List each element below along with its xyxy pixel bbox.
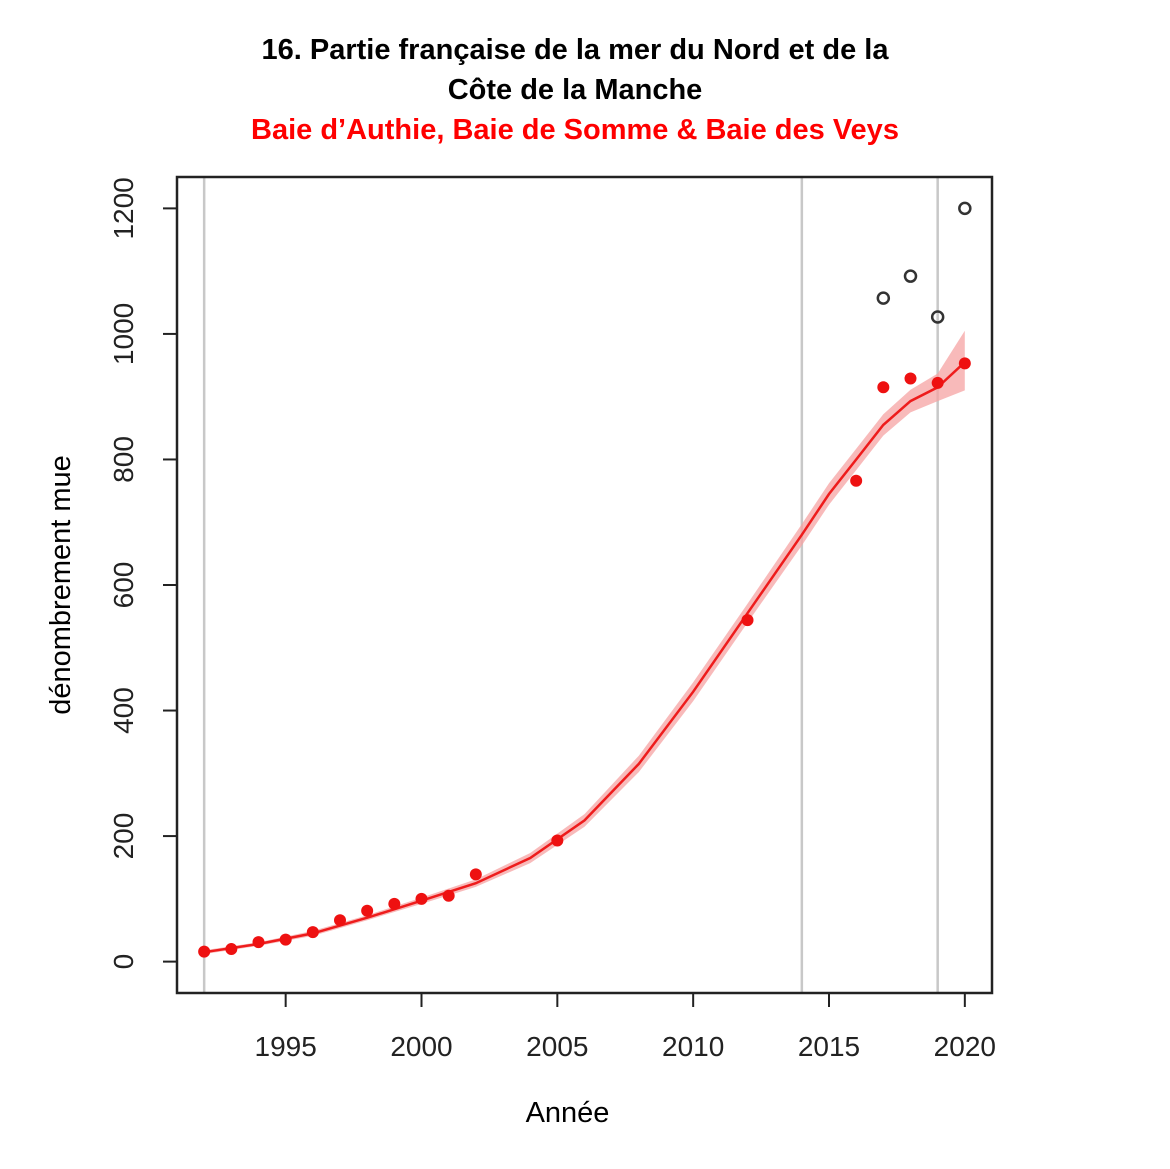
y-tick-label-1200: 1200: [108, 177, 139, 239]
data-point-2001: [442, 889, 455, 902]
x-tick-label-1995: 1995: [255, 1031, 317, 1062]
data-point-2019: [931, 376, 944, 389]
fitted-curve: [204, 361, 966, 954]
y-tick-label-800: 800: [108, 436, 139, 483]
y-tick-label-600: 600: [108, 562, 139, 609]
data-point-2016: [850, 474, 863, 487]
x-tick-label-2015: 2015: [798, 1031, 860, 1062]
x-tick-label-2000: 2000: [390, 1031, 452, 1062]
data-point-2020: [958, 357, 971, 370]
chart-title: 16. Partie française de la mer du Nord e…: [261, 34, 889, 66]
data-point-1997: [334, 914, 346, 927]
data-point-1996: [306, 926, 319, 939]
x-tick-label-2020: 2020: [934, 1031, 996, 1062]
y-axis-title: dénombrement mue: [45, 455, 77, 715]
data-point-2005: [551, 834, 564, 847]
x-axis-title: Année: [526, 1097, 610, 1129]
y-tick-label-400: 400: [108, 687, 139, 734]
open-point-2020: [958, 201, 972, 216]
y-tick-label-200: 200: [108, 813, 139, 860]
chart-title-block: 16. Partie française de la mer du Nord e…: [0, 30, 1150, 150]
data-point-1999: [388, 897, 401, 910]
confidence-band: [204, 330, 965, 955]
data-point-2018: [904, 372, 917, 385]
data-point-1998: [361, 904, 374, 917]
x-tick-label-2010: 2010: [662, 1031, 724, 1062]
open-point-2019: [930, 310, 945, 324]
data-point-2017: [877, 381, 890, 394]
data-point-2002: [469, 868, 482, 881]
data-point-1995: [279, 933, 292, 946]
y-tick-label-1000: 1000: [108, 303, 139, 365]
y-tick-label-0: 0: [108, 954, 139, 970]
data-point-1994: [252, 936, 265, 949]
open-point-2017: [876, 291, 891, 305]
open-point-2018: [903, 269, 918, 283]
data-point-1992: [198, 945, 211, 958]
data-point-2012: [741, 614, 754, 627]
data-point-2000: [415, 892, 428, 905]
chart-subtitle: Baie d’Authie, Baie de Somme & Baie des …: [251, 114, 899, 146]
x-tick-label-2005: 2005: [526, 1031, 588, 1062]
plot-frame: [175, 175, 994, 995]
chart-title-line2: Côte de la Manche: [447, 74, 703, 106]
data-point-1993: [225, 943, 238, 956]
